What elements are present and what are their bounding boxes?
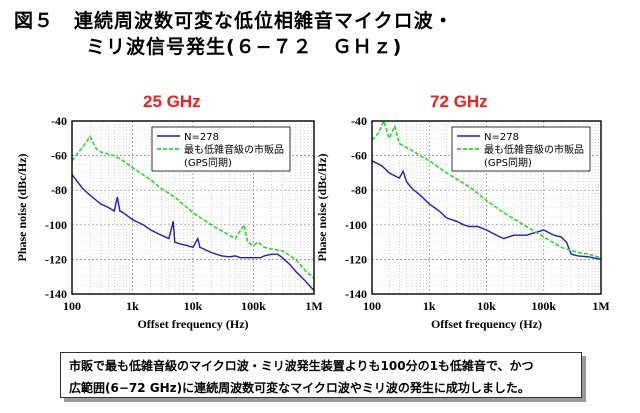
legend-label-gps-note: (GPS同期)	[184, 157, 232, 169]
y-tick-label: -100	[345, 218, 367, 232]
x-axis-label: Offset frequency (Hz)	[137, 317, 248, 331]
x-tick-label: 10k	[477, 299, 496, 313]
y-axis-label: Phase noise (dBc/Hz)	[15, 154, 29, 262]
y-tick-label: -140	[345, 287, 367, 301]
x-tick-label: 10k	[184, 299, 203, 313]
y-tick-label: -40	[351, 114, 367, 128]
plot-frame	[371, 120, 602, 295]
caption-line-1: 市販で最も低雑音級のマイクロ波・ミリ波発生装置よりも100分の1も低雑音で、かつ	[69, 359, 534, 373]
chart-title-72ghz: 72 GHz	[430, 92, 488, 111]
y-tick-label: -80	[51, 183, 67, 197]
caption-line-2: 広範囲(6−72 GHz)に連続周波数可変なマイクロ波やミリ波の発生に成功しまし…	[69, 381, 530, 395]
series-line-n278	[372, 160, 601, 261]
y-tick-label: -40	[51, 114, 67, 128]
x-tick-label: 1M	[592, 299, 609, 313]
legend-label-n278: N=278	[184, 132, 219, 143]
y-tick-label: -100	[45, 218, 67, 232]
series-line-commercial	[372, 121, 601, 259]
y-tick-label: -120	[345, 252, 367, 266]
x-tick-label: 100k	[241, 299, 266, 313]
figure-title-line-1: 図５ 連続周波数可変な低位相雑音マイクロ波・	[14, 10, 454, 32]
series-line-commercial	[72, 135, 314, 279]
x-axis-label: Offset frequency (Hz)	[431, 317, 542, 331]
chart-1: 100 1k 10k 100k 1M -40 -60 -80 -100 -120 -140 N=278…	[315, 114, 610, 331]
y-tick-label: -60	[51, 149, 67, 163]
series-line-n278	[72, 174, 314, 291]
x-tick-label: 1k	[126, 299, 139, 313]
plot-frame	[71, 120, 315, 295]
x-tick-label: 1k	[423, 299, 436, 313]
x-tick-label: 100	[363, 299, 381, 313]
y-tick-label: -80	[351, 183, 367, 197]
legend-label-gps-note: (GPS同期)	[484, 157, 532, 169]
x-tick-label: 1M	[305, 299, 322, 313]
chart-title-25ghz: 25 GHz	[143, 92, 201, 111]
y-tick-label: -120	[45, 252, 67, 266]
x-tick-label: 100	[63, 299, 81, 313]
legend-label-commercial: 最も低雑音級の市販品	[184, 143, 284, 156]
chart-0: 100 1k 10k 100k 1M -40 -60 -80 -100 -120 -140 N=278…	[15, 114, 323, 331]
figure-title-line-2: ミリ波信号発生(６−７２ ＧＨｚ)	[86, 36, 403, 58]
y-tick-label: -140	[45, 287, 67, 301]
caption-box: 市販で最も低雑音級のマイクロ波・ミリ波発生装置よりも100分の1も低雑音で、かつ…	[60, 352, 582, 398]
y-tick-label: -60	[351, 149, 367, 163]
x-tick-label: 100k	[531, 299, 556, 313]
legend-label-n278: N=278	[484, 132, 519, 143]
legend-label-commercial: 最も低雑音級の市販品	[484, 143, 584, 156]
y-axis-label: Phase noise (dBc/Hz)	[315, 154, 329, 262]
